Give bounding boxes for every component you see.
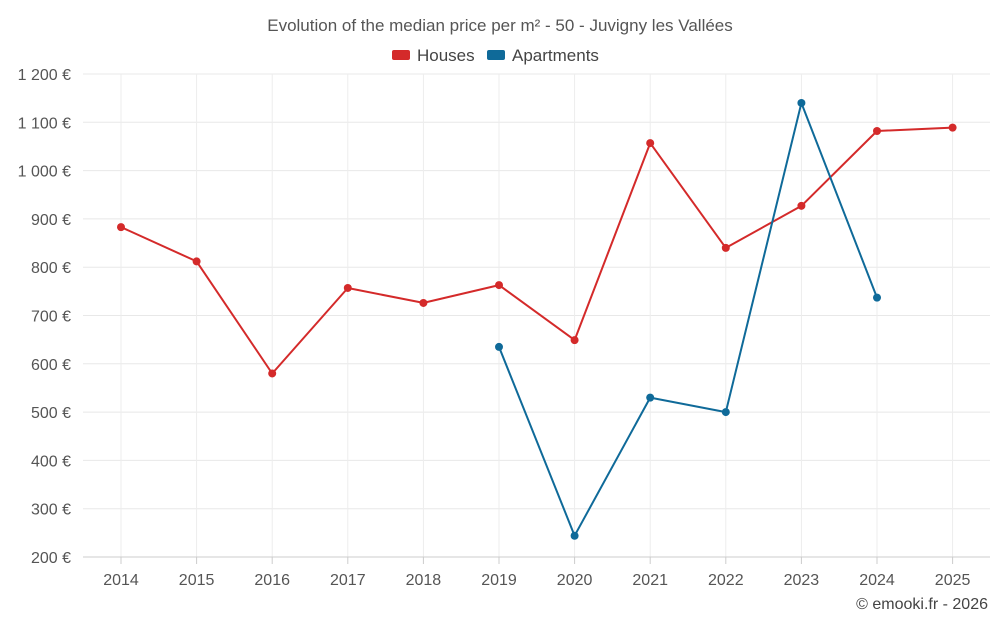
series-line-houses	[120, 126, 953, 375]
data-point-houses[interactable]	[873, 126, 881, 135]
y-tick-label: 300 €	[31, 502, 71, 519]
legend-label-houses: Houses	[417, 46, 475, 65]
x-tick-label: 2020	[557, 572, 593, 589]
x-tick-label: 2018	[406, 572, 442, 589]
x-tick-label: 2023	[784, 572, 820, 589]
y-tick-label: 400 €	[31, 453, 71, 470]
data-point-houses[interactable]	[948, 123, 957, 132]
x-tick-label: 2016	[254, 572, 290, 589]
grid	[83, 73, 990, 558]
y-tick-label: 1 000 €	[18, 164, 71, 181]
data-point-apartments[interactable]	[495, 342, 503, 351]
x-tick-label: 2021	[632, 572, 668, 589]
data-point-apartments[interactable]	[570, 531, 579, 540]
y-tick-label: 500 €	[31, 405, 71, 422]
y-tick-label: 700 €	[31, 309, 71, 326]
data-point-houses[interactable]	[343, 283, 352, 292]
y-tick-label: 1 200 €	[18, 67, 71, 84]
data-point-houses[interactable]	[570, 336, 579, 345]
series-layer	[117, 98, 957, 540]
x-tick-label: 2014	[103, 572, 139, 589]
legend: Houses Apartments	[392, 46, 599, 65]
data-point-houses[interactable]	[721, 243, 730, 252]
x-tick-label: 2015	[179, 572, 215, 589]
data-point-houses[interactable]	[495, 281, 503, 290]
credit: © emooki.fr - 2026	[856, 596, 988, 613]
data-point-houses[interactable]	[268, 369, 277, 378]
data-point-houses[interactable]	[419, 298, 428, 307]
x-axis: 2014 2015 2016 2017 2018 2019 2020 2021 2022 2023…	[83, 556, 990, 589]
y-tick-label: 900 €	[31, 212, 71, 229]
y-tick-label: 800 €	[31, 260, 71, 277]
data-point-houses[interactable]	[797, 201, 806, 210]
legend-swatch-apartments	[487, 50, 505, 60]
data-point-houses[interactable]	[646, 139, 655, 148]
y-tick-label: 200 €	[31, 550, 71, 567]
chart-title: Evolution of the median price per m² - 5…	[267, 16, 733, 35]
legend-item-houses[interactable]: Houses	[392, 46, 475, 65]
data-point-apartments[interactable]	[797, 98, 806, 107]
data-point-houses[interactable]	[192, 257, 201, 266]
x-tick-label: 2025	[935, 572, 971, 589]
x-tick-label: 2022	[708, 572, 744, 589]
data-point-apartments[interactable]	[646, 393, 655, 402]
legend-label-apartments: Apartments	[512, 46, 599, 65]
x-tick-label: 2019	[481, 572, 517, 589]
data-point-apartments[interactable]	[873, 293, 881, 302]
series-line-apartments	[498, 102, 878, 537]
y-tick-label: 600 €	[31, 357, 71, 374]
x-tick-label: 2017	[330, 572, 366, 589]
data-point-houses[interactable]	[117, 223, 125, 232]
y-axis: 200 € 300 € 400 € 500 € 600 € 700 € 800 € 900 €…	[18, 67, 71, 567]
y-tick-label: 1 100 €	[18, 115, 71, 132]
legend-swatch-houses	[392, 50, 410, 60]
legend-item-apartments[interactable]: Apartments	[487, 46, 599, 65]
x-tick-label: 2024	[859, 572, 895, 589]
data-point-apartments[interactable]	[721, 408, 730, 417]
